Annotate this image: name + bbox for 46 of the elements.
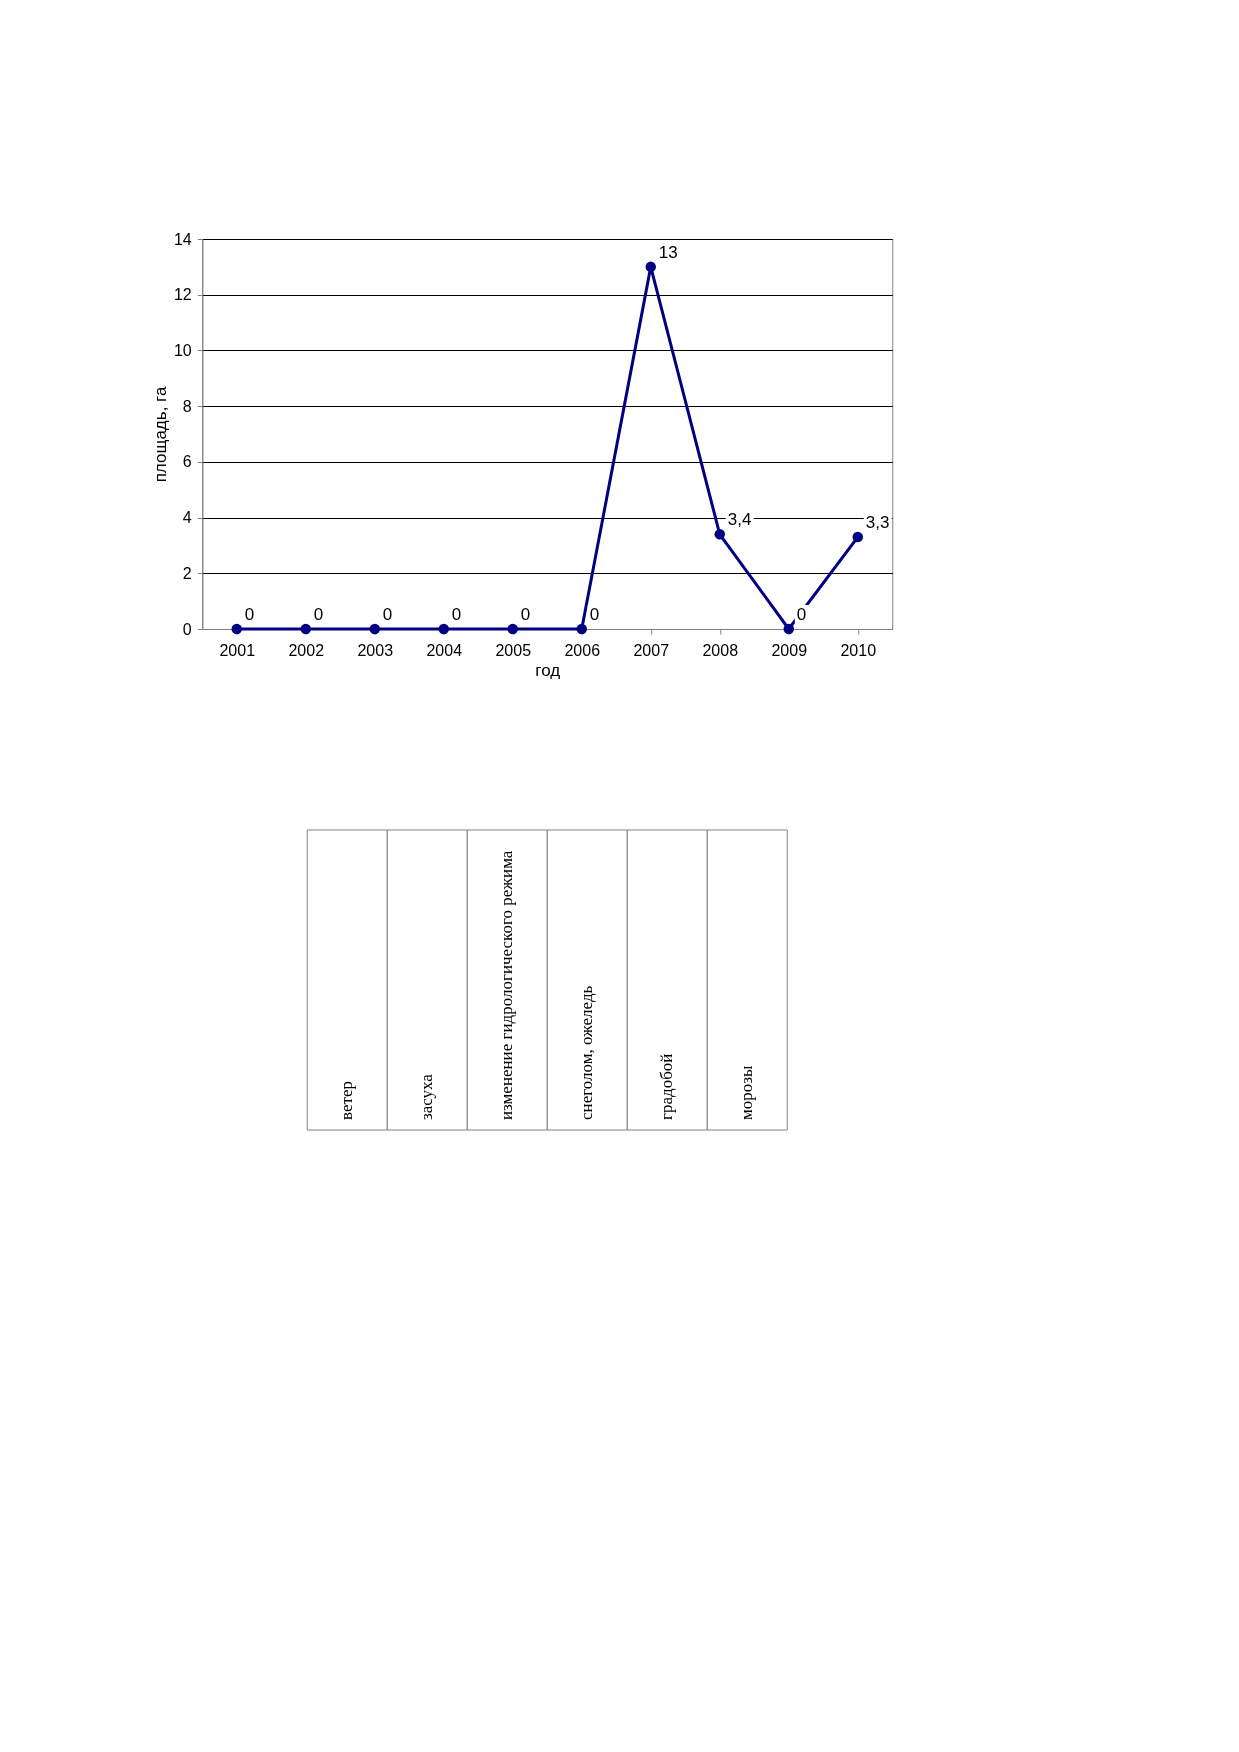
x-tick-label: 2009 — [771, 641, 808, 659]
y-tick-label: 10 — [173, 341, 192, 359]
data-label: 13 — [658, 242, 678, 262]
x-axis-title: год — [535, 660, 561, 680]
y-tick-label: 12 — [173, 286, 192, 304]
data-label: 0 — [451, 605, 462, 624]
data-label: 0 — [313, 605, 324, 624]
point — [714, 529, 725, 540]
y-tick-label: 6 — [182, 453, 192, 471]
point — [300, 623, 311, 635]
text: градобой — [657, 1053, 677, 1120]
y-tick-label: 0 — [182, 620, 192, 638]
x-tick-label: 2001 — [219, 641, 256, 659]
point — [231, 623, 242, 635]
text: ветер — [337, 1081, 357, 1120]
y-axis-title: площадь, га — [150, 386, 170, 483]
x-tick-label: 2008 — [702, 641, 739, 659]
text: изменение гидрологического режима — [497, 850, 517, 1120]
point — [369, 623, 380, 635]
point — [576, 623, 587, 635]
data-label: 0 — [382, 605, 393, 624]
y-tick-label: 2 — [182, 564, 192, 582]
point — [783, 623, 794, 635]
x-tick-label: 2003 — [357, 641, 394, 659]
point — [852, 531, 863, 543]
data-label: 0 — [589, 605, 600, 624]
data-label: 3,4 — [727, 510, 752, 530]
x-tick-label: 2004 — [426, 641, 463, 659]
y-tick-label: 8 — [182, 397, 192, 415]
y-tick-label: 4 — [182, 509, 192, 527]
data-label: 0 — [244, 605, 255, 624]
point — [438, 623, 449, 635]
text: засуха — [417, 1073, 437, 1120]
text: морозы — [737, 1065, 757, 1120]
data-label: 3,3 — [865, 513, 890, 533]
data-label: 0 — [520, 605, 531, 624]
x-tick-label: 2002 — [288, 641, 325, 659]
x-tick-label: 2006 — [564, 641, 601, 659]
point — [645, 261, 656, 273]
y-tick-label: 14 — [173, 230, 192, 248]
x-tick-label: 2007 — [633, 641, 670, 659]
data-label: 0 — [796, 605, 807, 624]
text: снеголом, ожеледь — [577, 985, 597, 1120]
x-tick-label: 2010 — [840, 641, 877, 659]
point — [507, 623, 518, 635]
x-tick-label: 2005 — [495, 641, 532, 659]
